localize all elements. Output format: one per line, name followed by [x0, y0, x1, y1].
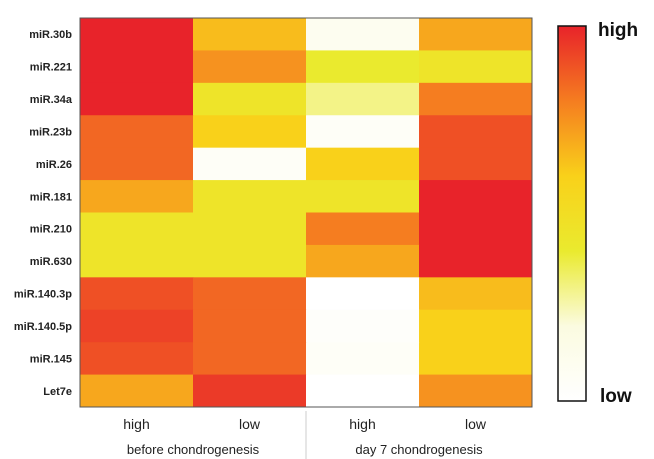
heatmap-cell [80, 309, 194, 343]
heatmap-cell [306, 309, 420, 343]
row-label: miR.30b [29, 29, 72, 41]
heatmap-cell [419, 50, 533, 84]
heatmap-cell [193, 115, 307, 149]
heatmap-cell [80, 50, 194, 84]
heatmap-cell [306, 180, 420, 213]
heatmap-cell [193, 18, 307, 51]
heatmap-cell [80, 82, 194, 116]
heatmap-cell [419, 244, 533, 278]
row-label: miR.221 [30, 62, 72, 74]
heatmap-cell [80, 342, 194, 376]
heatmap-cell [193, 180, 307, 213]
row-label: miR.34a [30, 94, 73, 106]
heatmap-cell [193, 309, 307, 343]
column-label: low [239, 416, 261, 432]
heatmap-cell [419, 309, 533, 343]
row-label: Let7e [43, 386, 72, 398]
heatmap-cell [419, 342, 533, 376]
heatmap-cell [193, 244, 307, 278]
row-label: miR.181 [30, 191, 72, 203]
heatmap-cell [419, 82, 533, 116]
row-label: miR.26 [36, 159, 72, 171]
heatmap-cell [306, 342, 420, 376]
row-label: miR.23b [29, 126, 72, 138]
heatmap-cell [419, 147, 533, 181]
group-labels: before chondrogenesis day 7 chondrogenesi… [127, 411, 483, 459]
heatmap-cell [419, 277, 533, 311]
heatmap-cell [419, 115, 533, 149]
heatmap-cell [80, 244, 194, 278]
heatmap-cell [419, 374, 533, 408]
heatmap-cell [80, 147, 194, 181]
heatmap-cell [306, 244, 420, 278]
heatmap-cell [419, 180, 533, 213]
heatmap-cell [80, 115, 194, 149]
heatmap-cell [306, 147, 420, 181]
heatmap-frame [79, 17, 533, 408]
heatmap-cell [306, 82, 420, 116]
heatmap-cell [80, 212, 194, 246]
heatmap-cell [193, 82, 307, 116]
row-label: miR.140.3p [14, 289, 72, 301]
heatmap-cell [419, 18, 533, 51]
column-label: high [123, 416, 149, 432]
heatmap-cell [80, 374, 194, 408]
heatmap-cell [80, 180, 194, 213]
column-label: high [349, 416, 375, 432]
row-label: miR.145 [30, 353, 72, 365]
colorbar-gradient [557, 25, 587, 402]
heatmap-cell [419, 212, 533, 246]
colorbar: high low [557, 20, 638, 407]
heatmap-cell [193, 374, 307, 408]
heatmap-cell [193, 212, 307, 246]
column-label: low [465, 416, 487, 432]
colorbar-low-label: low [600, 386, 632, 407]
heatmap-cell [193, 147, 307, 181]
row-labels: miR.30b miR.221 miR.34a miR.23b miR.26 miR.18… [14, 29, 73, 398]
heatmap-cell [306, 277, 420, 311]
heatmap-cell [306, 50, 420, 84]
group-label: before chondrogenesis [127, 442, 260, 457]
column-labels: high low high low [123, 416, 487, 432]
heatmap-cell [306, 374, 420, 408]
colorbar-high-label: high [598, 20, 638, 41]
group-label: day 7 chondrogenesis [355, 442, 483, 457]
row-label: miR.210 [30, 224, 72, 236]
heatmap-cell [306, 212, 420, 246]
heatmap-cell [80, 277, 194, 311]
heatmap-cells [79, 17, 533, 408]
row-label: miR.630 [30, 256, 72, 268]
heatmap-cell [80, 18, 194, 51]
heatmap-cell [193, 50, 307, 84]
row-label: miR.140.5p [14, 321, 72, 333]
heatmap-cell [306, 18, 420, 51]
heatmap-cell [306, 115, 420, 149]
heatmap-cell [193, 342, 307, 376]
heatmap-cell [193, 277, 307, 311]
